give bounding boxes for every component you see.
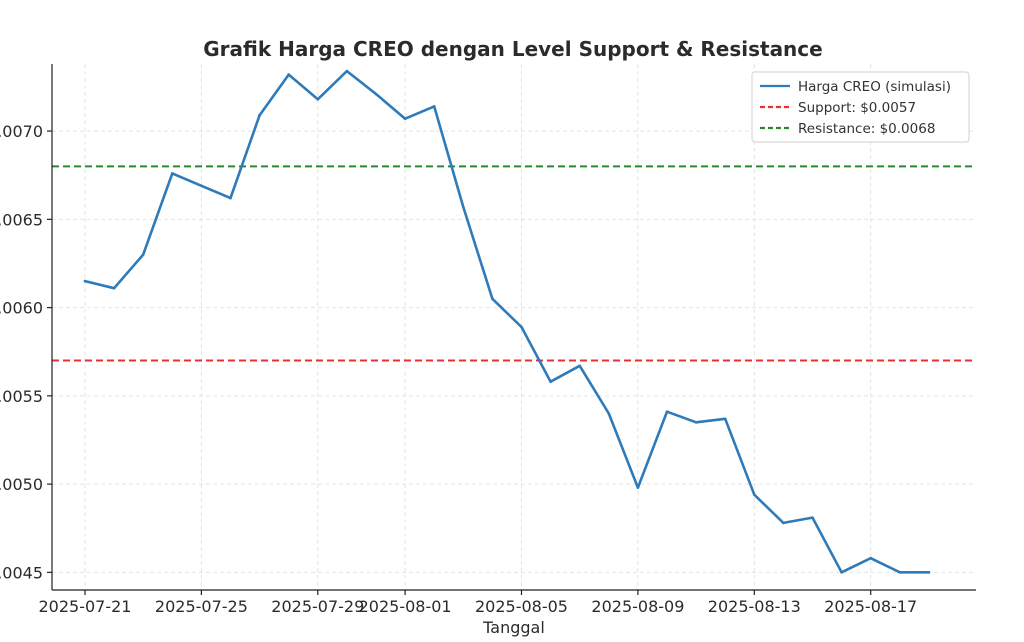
price-point — [549, 380, 552, 384]
x-tick-label: 2025-08-01 — [359, 597, 452, 616]
price-point — [462, 205, 465, 209]
legend-box — [751, 71, 970, 143]
price-point — [578, 364, 581, 368]
series-layer — [83, 69, 931, 574]
x-tick-label: 2025-07-21 — [39, 597, 132, 616]
y-axis-ticks: .0045 .0050 .0055 .0060 .0065 .0070 — [0, 122, 52, 582]
y-tick-label: .0065 — [0, 210, 43, 229]
x-tick-label: 2025-08-13 — [708, 597, 801, 616]
price-point — [869, 556, 872, 560]
axes — [51, 64, 976, 591]
grid — [52, 64, 976, 590]
price-point — [636, 486, 640, 489]
price-point — [520, 325, 523, 329]
price-point — [200, 184, 203, 188]
price-point — [753, 493, 756, 496]
x-tick-label: 2025-08-17 — [824, 597, 917, 616]
chart-title: Grafik Harga CREO dengan Level Support &… — [203, 37, 822, 61]
price-point — [723, 417, 727, 421]
y-tick-label: .0055 — [0, 387, 43, 406]
price-point — [840, 571, 843, 574]
price-point — [229, 196, 232, 200]
legend-entry-resistance-label: Resistance: $0.0068 — [798, 121, 935, 137]
price-point — [316, 98, 320, 101]
legend-entry-price-label: Harga CREO (simulasi) — [798, 79, 951, 95]
legend-entry-support-label: Support: $0.0057 — [798, 100, 916, 116]
price-point — [403, 117, 407, 121]
price-point — [607, 412, 611, 415]
price-point — [171, 172, 174, 175]
x-tick-label: 2025-08-09 — [591, 597, 684, 616]
price-point — [258, 113, 261, 117]
x-axis-ticks: 2025-07-21 2025-07-25 2025-07-292025-08-01… — [39, 590, 917, 616]
price-point — [374, 92, 378, 96]
price-series-line — [83, 69, 931, 574]
x-axis-label: Tanggal — [482, 618, 545, 637]
legend: Harga CREO (simulasi) Support: $0.0057 Res… — [751, 71, 970, 143]
price-point — [83, 279, 87, 283]
y-tick-label: .0050 — [0, 475, 43, 494]
x-tick-label: 2025-08-05 — [475, 597, 568, 616]
price-point — [112, 286, 116, 290]
price-point — [141, 253, 145, 256]
price-point — [491, 297, 494, 301]
y-tick-label: .0045 — [0, 563, 43, 582]
y-tick-label: .0070 — [0, 122, 43, 141]
price-point — [665, 410, 669, 414]
y-tick-label: .0060 — [0, 299, 43, 318]
x-tick-label: 2025-07-25 — [155, 597, 248, 616]
price-point — [432, 105, 436, 108]
price-point — [694, 421, 698, 424]
price-point — [898, 571, 902, 574]
price-point — [345, 69, 349, 73]
reference-lines — [52, 165, 976, 362]
price-point — [782, 521, 785, 525]
price-point — [927, 571, 931, 574]
price-point — [287, 73, 291, 76]
price-point — [811, 516, 814, 519]
x-tick-label: 2025-07-29 — [271, 597, 364, 616]
